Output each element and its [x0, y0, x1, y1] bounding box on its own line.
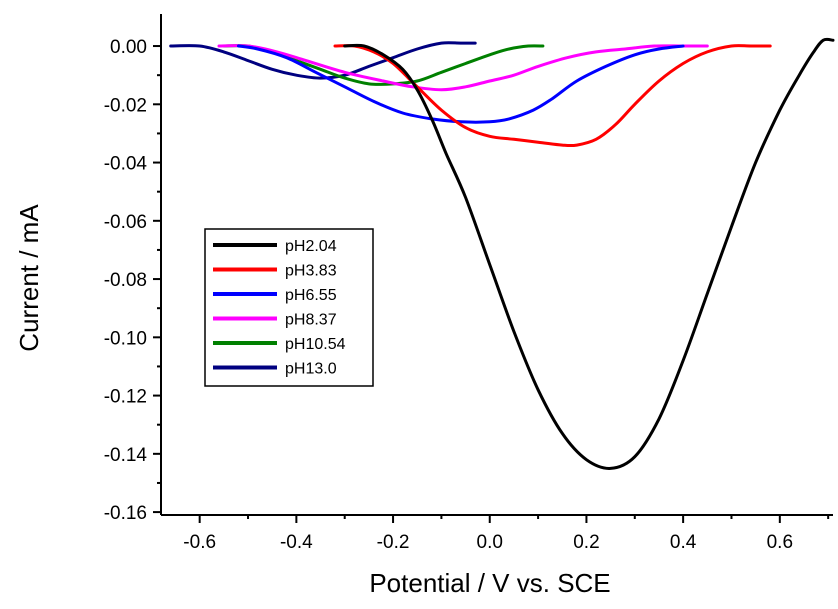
y-tick-label: -0.12: [104, 387, 147, 408]
x-tick-label: 0.2: [573, 532, 599, 553]
axes: -0.6 -0.4 -0.2 0.0 0.2 0.4 0.6 0.00 -0.02 -0.04 -0…: [104, 14, 833, 553]
y-tick-label: -0.14: [104, 445, 148, 466]
y-tick-label: -0.16: [104, 503, 147, 524]
x-tick-label: -0.6: [183, 532, 216, 553]
series-line-ph2-04: [343, 37, 835, 470]
series-line-ph8-37: [217, 44, 709, 92]
y-tick-label: -0.06: [104, 212, 147, 233]
x-tick-label: -0.4: [280, 532, 313, 553]
legend-label: pH10.54: [285, 336, 346, 353]
legend: pH2.04 pH3.83 pH6.55 pH8.37 pH10.54 pH13.0: [204, 228, 374, 387]
y-tick-label: -0.08: [104, 270, 147, 291]
legend-label: pH13.0: [285, 361, 337, 378]
legend-label: pH3.83: [285, 263, 337, 280]
legend-label: pH8.37: [285, 312, 337, 329]
x-tick-label: 0.0: [477, 532, 503, 553]
y-tick-label: -0.02: [104, 95, 147, 116]
legend-box: [204, 228, 374, 387]
plot-area: [169, 37, 835, 470]
y-tick-label: -0.04: [104, 154, 148, 175]
series-line-ph6-55: [236, 44, 685, 124]
x-tick-label: -0.2: [377, 532, 410, 553]
y-tick-label: -0.10: [104, 328, 147, 349]
legend-label: pH6.55: [285, 287, 337, 304]
y-tick-label: 0.00: [110, 37, 147, 58]
series-line-ph3-83: [333, 44, 772, 148]
y-axis-title: Current / mA: [14, 204, 44, 352]
x-tick-label: 0.6: [767, 532, 793, 553]
legend-label: pH2.04: [285, 238, 337, 255]
x-axis-title: Potential / V vs. SCE: [369, 568, 610, 598]
x-tick-label: 0.4: [670, 532, 697, 553]
series-line-ph13-0: [169, 41, 477, 80]
